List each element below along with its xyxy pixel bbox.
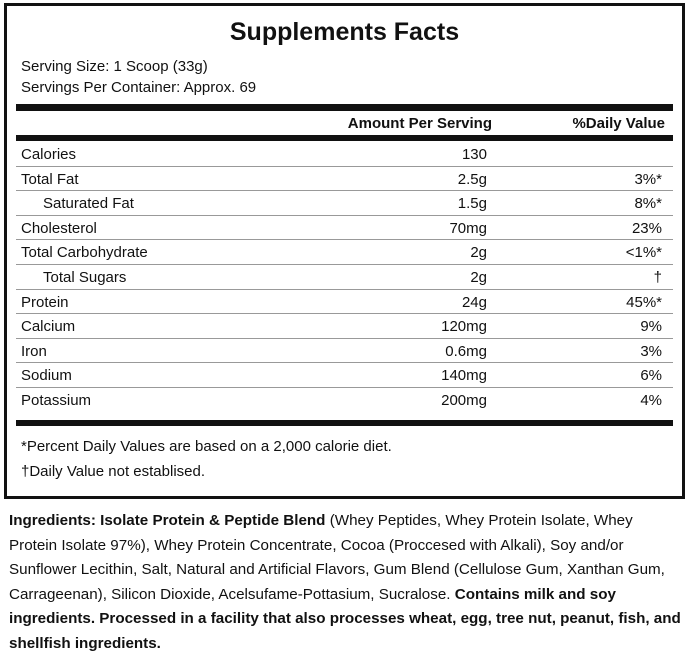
nutrient-amount: 130 — [461, 146, 487, 163]
panel-title: Supplements Facts — [229, 18, 460, 46]
nutrient-label: Protein — [21, 293, 69, 311]
allergen-statement: Contains milk and soy ingredients. Proce… — [9, 585, 681, 652]
nutrient-dv: 4% — [640, 391, 662, 409]
table-row: Total Carbohydrate 2g <1%* — [16, 240, 673, 265]
table-row: Total Fat 2.5g 3%* — [16, 167, 673, 192]
nutrient-dv: 45%* — [626, 293, 662, 311]
nutrient-amount: 0.6mg — [445, 342, 487, 360]
servings-per-container: Servings Per Container: Approx. 69 — [21, 79, 257, 96]
daily-value-header: %Daily Value — [572, 115, 665, 132]
ingredients-list: (Whey Peptides, Whey Protein Isolate, Wh… — [9, 512, 665, 603]
nutrient-label: Cholesterol — [21, 219, 97, 237]
nutrient-label: Total Sugars — [43, 268, 127, 286]
nutrient-amount: 24g — [461, 293, 487, 311]
table-row: Calcium 120mg 9% — [16, 314, 673, 339]
nutrient-dv: 3% — [640, 342, 662, 360]
table-row: Iron 0.6mg 3% — [16, 339, 673, 364]
nutrient-label: Potassium — [21, 391, 92, 409]
divider-thick — [16, 104, 673, 111]
nutrient-label: Total Fat — [21, 170, 79, 188]
nutrient-label: Calcium — [21, 318, 76, 336]
nutrient-amount: 1.5g — [457, 195, 487, 213]
table-row: Potassium 200mg 4% — [16, 388, 673, 413]
table-row: Sodium 140mg 6% — [16, 363, 673, 388]
table-row: Saturated Fat 1.5g 8%* — [16, 191, 673, 216]
divider-thick — [16, 420, 673, 426]
nutrient-amount: 200mg — [441, 391, 487, 409]
nutrient-dv: 6% — [640, 367, 662, 385]
ingredients-text: Ingredients: Isolate Protein & Peptide B… — [9, 509, 681, 657]
supplement-facts-panel: Supplements Facts Serving Size: 1 Scoop … — [4, 3, 685, 499]
divider-thick — [16, 135, 673, 141]
footnote-daily-values: *Percent Daily Values are based on a 2,0… — [21, 438, 392, 455]
nutrient-amount: 2.5g — [457, 170, 487, 188]
ingredients-lead: Ingredients: Isolate Protein & Peptide B… — [9, 512, 326, 529]
nutrient-dv: <1%* — [625, 244, 662, 262]
table-row: Cholesterol 70mg 23% — [16, 216, 673, 241]
nutrient-dv: † — [653, 268, 662, 286]
table-row: Calories 130 — [16, 142, 673, 167]
nutrient-label: Total Carbohydrate — [21, 244, 148, 262]
nutrient-dv: 23% — [631, 219, 662, 237]
nutrient-label: Sodium — [21, 367, 72, 385]
nutrient-amount: 70mg — [449, 219, 487, 237]
table-row: Total Sugars 2g † — [16, 265, 673, 290]
table-row: Protein 24g 45%* — [16, 290, 673, 315]
nutrient-amount: 2g — [470, 244, 487, 262]
nutrient-label: Calories — [21, 146, 77, 163]
serving-size: Serving Size: 1 Scoop (33g) — [21, 58, 208, 75]
nutrient-amount: 140mg — [441, 367, 487, 385]
nutrient-amount: 120mg — [441, 318, 487, 336]
nutrient-amount: 2g — [470, 268, 487, 286]
nutrient-label: Saturated Fat — [43, 195, 134, 213]
nutrient-dv: 3%* — [634, 170, 662, 188]
nutrient-dv: 8%* — [634, 195, 662, 213]
nutrient-table: Calories 130 Total Fat 2.5g 3%* Saturated F… — [16, 142, 673, 413]
nutrient-dv: 9% — [640, 318, 662, 336]
nutrient-label: Iron — [21, 342, 47, 360]
footnote-not-established: †Daily Value not establised. — [21, 463, 205, 480]
amount-header: Amount Per Serving — [347, 115, 492, 132]
